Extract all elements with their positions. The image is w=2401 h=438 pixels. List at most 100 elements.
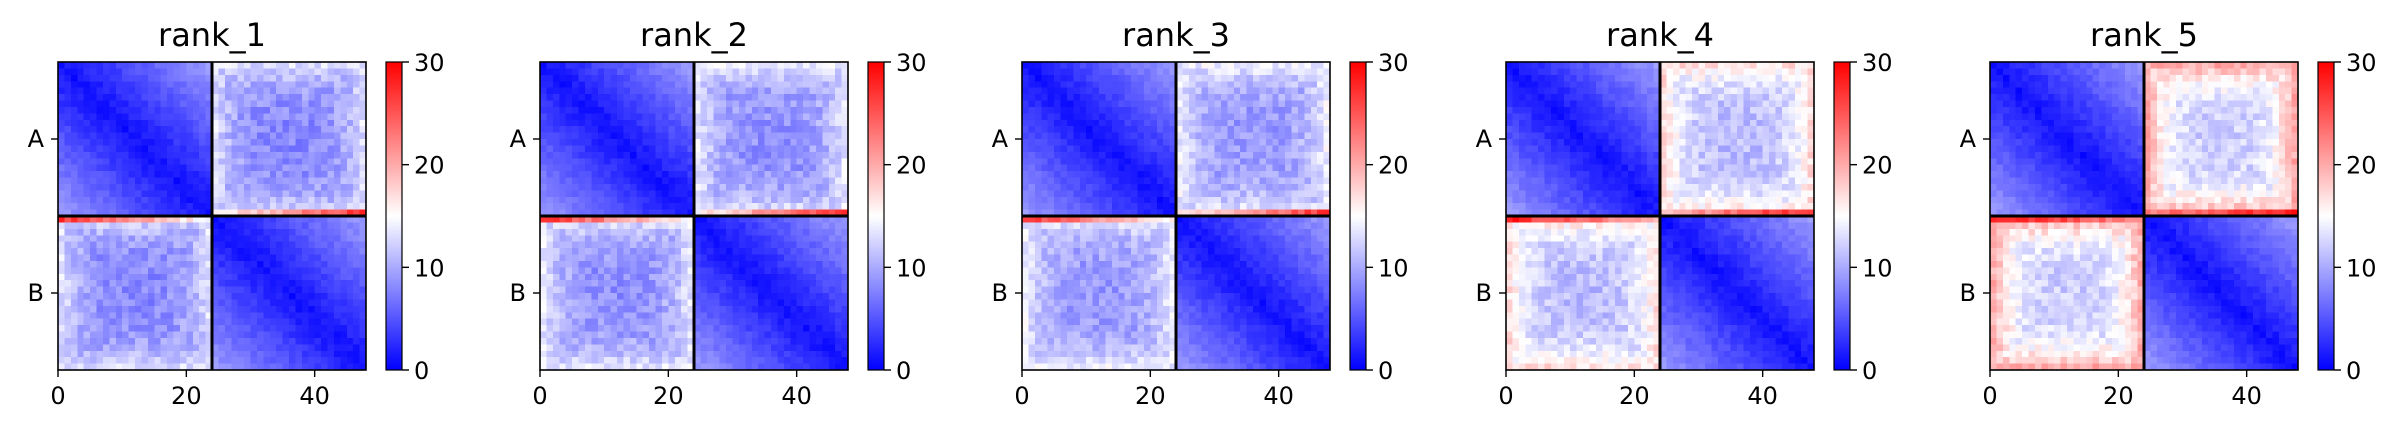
heatmap-cell [681, 228, 688, 236]
heatmap-cell [128, 235, 136, 243]
heatmap-cell [835, 62, 842, 69]
heatmap-cell [719, 196, 727, 204]
heatmap-cell [1227, 81, 1235, 89]
heatmap-cell [681, 106, 688, 114]
heatmap-cell [147, 350, 155, 358]
heatmap-cell [1034, 94, 1042, 101]
heatmap-cell [1054, 81, 1061, 89]
heatmap-cell [572, 87, 579, 95]
heatmap-cell [256, 357, 264, 364]
heatmap-cell [841, 344, 849, 352]
heatmap-cell [803, 254, 810, 262]
heatmap-cell [58, 216, 65, 223]
heatmap-cell [636, 100, 644, 108]
heatmap-cell [597, 151, 605, 159]
heatmap-cell [205, 119, 213, 127]
heatmap-cell [610, 74, 618, 82]
heatmap-cell [584, 235, 592, 243]
heatmap-cell [572, 151, 579, 159]
heatmap-cell [732, 171, 740, 178]
heatmap-cell [758, 350, 765, 358]
heatmap-cell [636, 299, 644, 307]
heatmap-cell [263, 209, 271, 217]
heatmap-cell [726, 228, 733, 236]
heatmap-cell [256, 164, 264, 172]
heatmap-cell [681, 248, 688, 255]
heatmap-cell [160, 190, 168, 198]
heatmap-cell [58, 106, 65, 114]
heatmap-cell [584, 158, 592, 166]
heatmap-cell [64, 344, 72, 352]
heatmap-cell [540, 113, 547, 121]
heatmap-cell [154, 62, 162, 69]
heatmap-cell [141, 228, 149, 236]
heatmap-cell [321, 248, 328, 255]
heatmap-cell [552, 241, 560, 249]
heatmap-cell [192, 235, 200, 243]
heatmap-cell [559, 68, 567, 76]
heatmap-cell [244, 158, 251, 166]
heatmap-cell [205, 87, 213, 95]
heatmap-cell [1285, 87, 1292, 95]
heatmap-cell [77, 190, 85, 198]
heatmap-cell [783, 171, 791, 178]
heatmap-cell [584, 203, 592, 210]
heatmap-cell [308, 74, 316, 82]
heatmap-cell [655, 357, 663, 364]
heatmap-cell [681, 312, 688, 320]
heatmap-cell [218, 145, 226, 153]
heatmap-cell [340, 62, 348, 69]
heatmap-cell [629, 273, 637, 281]
heatmap-cell [250, 132, 258, 140]
heatmap-cell [777, 145, 785, 153]
heatmap-cell [359, 286, 367, 294]
heatmap-cell [604, 312, 611, 320]
heatmap-cell [636, 139, 644, 146]
heatmap-cell [321, 100, 328, 108]
heatmap-cell [642, 299, 650, 307]
heatmap-cell [224, 344, 232, 352]
heatmap-cell [719, 151, 727, 159]
heatmap-cell [1028, 74, 1036, 82]
heatmap-cell [212, 280, 219, 287]
heatmap-cell [681, 151, 688, 159]
heatmap-cell [167, 94, 174, 101]
heatmap-cell [681, 87, 688, 95]
heatmap-cell [231, 113, 239, 121]
heatmap-cell [687, 132, 695, 140]
heatmap-cell [738, 139, 746, 146]
heatmap-cell [1182, 100, 1190, 108]
heatmap-cell [597, 222, 605, 230]
heatmap-cell [578, 260, 586, 268]
heatmap-cell [231, 254, 239, 262]
heatmap-cell [250, 100, 258, 108]
heatmap-cell [642, 254, 650, 262]
heatmap-cell [244, 68, 251, 76]
heatmap-cell [64, 74, 72, 82]
heatmap-cell [269, 350, 277, 358]
heatmap-cell [263, 183, 271, 191]
heatmap-cell [224, 318, 232, 326]
heatmap-cell [109, 183, 117, 191]
heatmap-cell [167, 325, 174, 332]
heatmap-cell [642, 280, 650, 287]
heatmap-cell [192, 273, 200, 281]
heatmap-cell [706, 151, 714, 159]
heatmap-cell [751, 87, 759, 95]
heatmap-cell [269, 209, 277, 217]
heatmap-cell [783, 248, 791, 255]
heatmap-cell [764, 286, 772, 294]
heatmap-cell [796, 94, 804, 101]
heatmap-cell [591, 344, 599, 352]
heatmap-cell [584, 151, 592, 159]
heatmap-cell [250, 228, 258, 236]
heatmap-cell [237, 177, 245, 185]
heatmap-cell [597, 216, 605, 223]
heatmap-cell [655, 312, 663, 320]
heatmap-cell [314, 119, 322, 127]
heatmap-cell [758, 363, 765, 371]
heatmap-cell [694, 203, 701, 210]
heatmap-cell [154, 273, 162, 281]
heatmap-cell [333, 151, 341, 159]
heatmap-cell [160, 62, 168, 69]
